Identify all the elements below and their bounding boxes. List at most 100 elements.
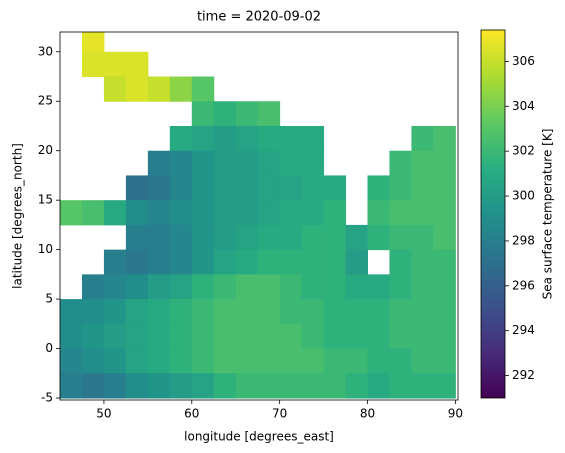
heatmap-cell [433,323,456,350]
heatmap-cell [235,373,259,399]
heatmap-cell [411,224,434,251]
heatmap-cell [367,224,390,251]
heatmap-cell [301,274,325,300]
heatmap-cell [301,249,325,275]
heatmap-cell [257,150,281,176]
heatmap-cell [213,299,237,325]
heatmap-cell [345,299,369,325]
heatmap-cell [169,323,193,350]
heatmap-cell [345,348,369,374]
x-tick-label: 60 [184,407,199,421]
heatmap-cell [257,224,281,251]
heatmap-cell [169,274,193,300]
heatmap-cell [301,125,325,152]
heatmap-cell [301,224,325,251]
heatmap-cell [169,348,193,374]
heatmap-cell [235,200,259,226]
heatmap-cell [213,348,237,374]
heatmap-cell [81,274,105,300]
heatmap-cell [279,125,303,152]
heatmap-cell [323,224,347,251]
heatmap-cell [411,125,434,152]
y-tick-label: 30 [38,44,53,58]
y-tick-label: 0 [45,341,53,355]
heatmap-cell [235,323,259,350]
heatmap-cell [433,224,456,251]
heatmap-cell [301,299,325,325]
chart-title: time = 2020-09-02 [197,10,321,25]
heatmap-cell [81,348,105,374]
heatmap-cell [235,125,259,152]
heatmap-cell [367,323,390,350]
colorbar [480,29,506,399]
heatmap-cell [103,274,127,300]
heatmap-cell [147,348,171,374]
heatmap-cell [213,125,237,152]
heatmap-cell [433,348,456,374]
heatmap-cell [125,76,149,102]
y-axis-label: latitude [degrees_north] [11,143,25,289]
heatmap-cell [191,274,215,300]
colorbar-tick-label: 298 [512,233,535,247]
heatmap-cell [125,224,149,251]
heatmap-cell [103,249,127,275]
heatmap-cell [81,299,105,325]
heatmap-cell [147,323,171,350]
heatmap-cell [301,323,325,350]
heatmap-cell [279,348,303,374]
heatmap-cell [235,101,259,127]
heatmap-cell [81,51,105,78]
heatmap-cell [103,76,127,102]
heatmap-cell [60,299,83,325]
heatmap-cell [103,51,127,78]
heatmap-cell [411,373,434,399]
x-tick-label: 80 [360,407,375,421]
heatmap-cell [389,348,412,374]
heatmap-cell [279,249,303,275]
heatmap-cell [147,150,171,176]
heatmap-cell [389,373,412,399]
heatmap-cell [301,348,325,374]
heatmap-cell [169,200,193,226]
heatmap-cell [389,274,412,300]
heatmap-cell [235,224,259,251]
heatmap-cell [213,224,237,251]
heatmap-cell [169,76,193,102]
colorbar-tick-label: 300 [512,189,535,203]
heatmap-cell [367,299,390,325]
heatmap-cell [279,150,303,176]
heatmap-cell [257,125,281,152]
heatmap-cell [279,299,303,325]
heatmap-cell [213,101,237,127]
heatmap-cell [367,274,390,300]
heatmap-cell [235,175,259,201]
heatmap-cell [191,373,215,399]
heatmap-cell [125,373,149,399]
y-tick-label: 20 [38,143,53,157]
heatmap-cell [60,200,83,226]
heatmap-cell [323,249,347,275]
colorbar-label: Sea surface temperature [K] [541,129,555,300]
heatmap-cell [235,299,259,325]
heatmap-cell [169,125,193,152]
heatmap-cell [125,348,149,374]
heatmap-cell [345,249,369,275]
heatmap-cell [433,299,456,325]
x-tick-label: 90 [448,407,463,421]
heatmap-cell [433,373,456,399]
heatmap-cell [411,175,434,201]
heatmap-cell [367,373,390,399]
heatmap-cell [191,323,215,350]
heatmap-cell [81,373,105,399]
colorbar-tick-label: 296 [512,278,535,292]
heatmap-cell [389,299,412,325]
heatmap-cell [323,274,347,300]
heatmap-cell [213,274,237,300]
heatmap-cell [191,224,215,251]
heatmap-cell [103,348,127,374]
heatmap-cell [301,175,325,201]
heatmap-cell [411,274,434,300]
heatmap-cell [213,175,237,201]
heatmap-cell [323,323,347,350]
